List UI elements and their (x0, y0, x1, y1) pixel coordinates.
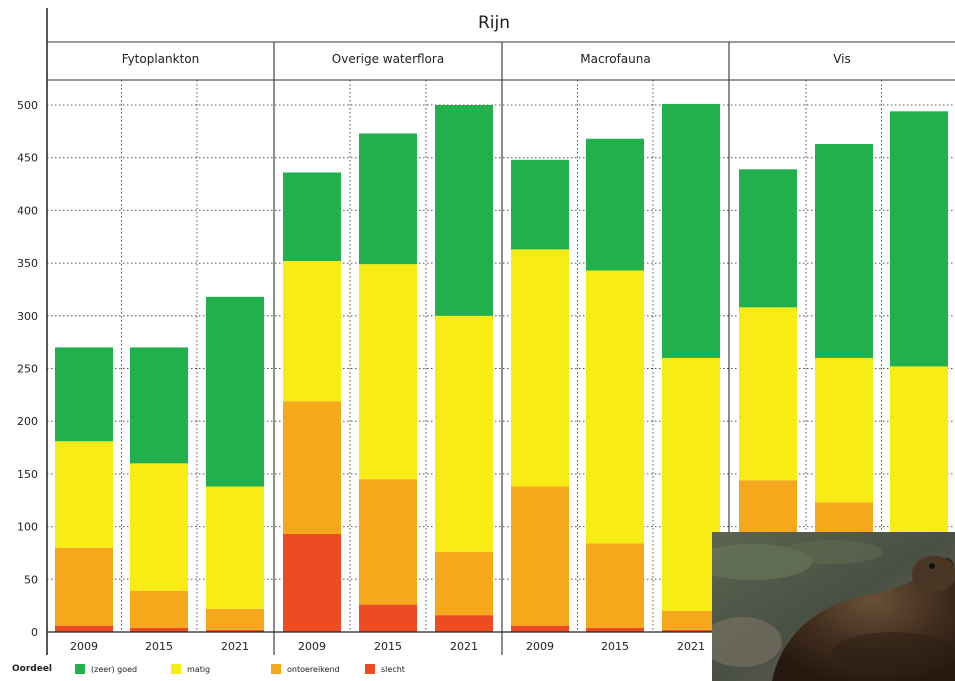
y-tick-label: 200 (17, 415, 38, 428)
bar-segment (511, 249, 569, 487)
otter-photo (712, 532, 955, 681)
bar-segment (130, 347, 188, 464)
bar-segment (511, 159, 569, 250)
x-tick-label: 2021 (677, 640, 705, 653)
x-tick-label: 2021 (221, 640, 249, 653)
bar-segment (206, 486, 264, 609)
y-tick-label: 100 (17, 521, 38, 534)
bar-segment (662, 610, 720, 630)
y-tick-label: 0 (31, 626, 38, 639)
bar-segment (890, 111, 948, 367)
bar-segment (435, 551, 493, 616)
bar-segment (586, 543, 644, 628)
legend-label: matig (187, 665, 210, 674)
bar-segment (206, 296, 264, 487)
otter-photo-image (712, 532, 955, 681)
x-tick-label: 2015 (145, 640, 173, 653)
panel-title: Vis (833, 52, 851, 66)
y-tick-label: 400 (17, 204, 38, 217)
x-tick-label: 2021 (450, 640, 478, 653)
panel-title: Fytoplankton (122, 52, 199, 66)
y-tick-label: 350 (17, 257, 38, 270)
legend-swatch (171, 664, 181, 674)
bar-segment (815, 143, 873, 358)
bar-segment (283, 172, 341, 261)
panel-title: Macrofauna (580, 52, 650, 66)
bar-segment (130, 627, 188, 632)
legend-swatch (365, 664, 375, 674)
bar-segment (130, 463, 188, 591)
y-tick-label: 450 (17, 152, 38, 165)
legend-title: Oordeel (12, 664, 52, 674)
bar-segment (662, 629, 720, 632)
y-tick-label: 250 (17, 363, 38, 376)
legend-swatch (271, 664, 281, 674)
bar-segment (283, 260, 341, 402)
bar-segment (206, 629, 264, 632)
legend-label: (zeer) goed (91, 665, 137, 674)
legend: Oordeel (zeer) goed matig ontoereikend slec… (12, 664, 405, 674)
bar-segment (739, 307, 797, 481)
bar-segment (586, 138, 644, 271)
x-tick-label: 2015 (601, 640, 629, 653)
panel-layer: Fytoplankton Overige waterflora Macrofauna… (47, 41, 955, 655)
panel-title: Overige waterflora (332, 52, 444, 66)
y-tick-label: 500 (17, 99, 38, 112)
legend-label: slecht (381, 665, 405, 674)
x-tick-label: 2009 (526, 640, 554, 653)
bar-segment (283, 533, 341, 632)
bar-segment (662, 103, 720, 358)
bar-segment (662, 357, 720, 611)
x-tick-label: 2009 (70, 640, 98, 653)
bar-segment (55, 547, 113, 626)
y-tick-label: 300 (17, 310, 38, 323)
bar-segment (55, 625, 113, 632)
bar-segment (55, 347, 113, 442)
bar-segment (359, 604, 417, 632)
bar-segment (359, 264, 417, 480)
x-tick-label: 2015 (374, 640, 402, 653)
legend-label: ontoereikend (287, 665, 340, 674)
bar-segment (511, 625, 569, 632)
chart-title: Rijn (478, 13, 510, 33)
bar-segment (435, 105, 493, 316)
bar-segment (890, 366, 948, 546)
x-tick-label: 2009 (298, 640, 326, 653)
bar-segment (586, 270, 644, 544)
bar-segment (435, 615, 493, 632)
bar-segment (739, 169, 797, 308)
bar-segment (359, 133, 417, 265)
bar-segment (130, 590, 188, 628)
bar-segment (206, 608, 264, 630)
bar-segment (55, 441, 113, 548)
bar-segment (511, 486, 569, 626)
legend-swatch (75, 664, 85, 674)
y-tick-label: 50 (24, 573, 38, 586)
y-tick-label: 150 (17, 468, 38, 481)
bar-segment (586, 627, 644, 632)
bar-segment (359, 479, 417, 605)
bar-segment (435, 315, 493, 552)
bar-segment (283, 401, 341, 534)
bar-segment (815, 357, 873, 503)
